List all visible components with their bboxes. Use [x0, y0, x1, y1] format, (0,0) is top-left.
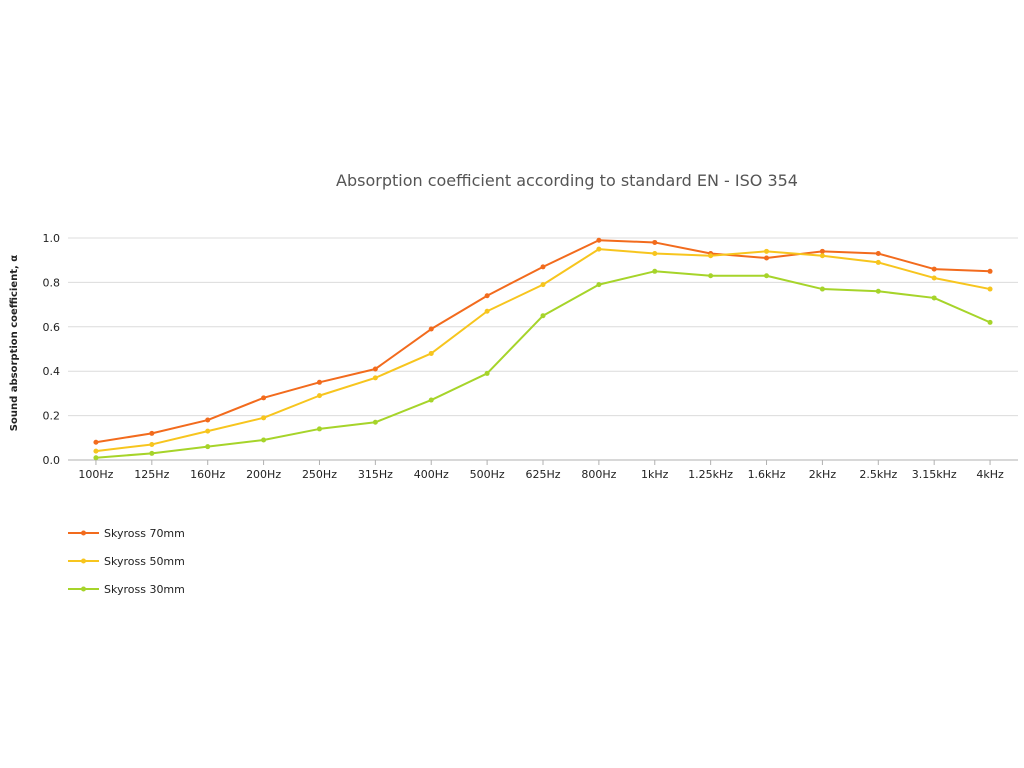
data-point[interactable]	[261, 437, 267, 443]
series-lines	[93, 237, 993, 461]
data-point[interactable]	[484, 308, 490, 314]
grid	[68, 237, 1018, 417]
data-point[interactable]	[372, 419, 378, 425]
legend-marker	[81, 558, 86, 564]
series-line-skyross-70mm[interactable]	[95, 239, 991, 444]
x-tick-label: 2.5kHz	[859, 468, 897, 481]
data-point[interactable]	[987, 319, 993, 325]
data-point[interactable]	[540, 313, 546, 319]
legend-label: Skyross 50mm	[104, 555, 185, 568]
legend-item-skyross-50mm[interactable]: Skyross 50mm	[68, 555, 185, 568]
data-point[interactable]	[596, 282, 602, 288]
data-point[interactable]	[205, 428, 211, 434]
data-point[interactable]	[428, 350, 434, 356]
data-point[interactable]	[205, 444, 211, 450]
data-point[interactable]	[819, 286, 825, 292]
y-axis-label: Sound absorption coefficient, α	[9, 255, 20, 431]
data-point[interactable]	[819, 248, 825, 254]
series-skyross-70mm[interactable]	[93, 237, 993, 445]
x-tick-label: 250Hz	[302, 468, 337, 481]
series-line-skyross-50mm[interactable]	[95, 248, 991, 453]
legend[interactable]: Skyross 70mm Skyross 50mm Skyross 30mm	[68, 527, 185, 596]
data-point[interactable]	[93, 439, 99, 445]
legend-label: Skyross 70mm	[104, 527, 185, 540]
y-tick-label: 0.0	[43, 454, 61, 467]
data-point[interactable]	[708, 273, 714, 279]
data-point[interactable]	[596, 246, 602, 252]
legend-marker	[81, 530, 86, 536]
x-tick-label: 200Hz	[246, 468, 281, 481]
x-tick-label: 125Hz	[134, 468, 169, 481]
legend-item-skyross-70mm[interactable]: Skyross 70mm	[68, 527, 185, 540]
data-point[interactable]	[540, 264, 546, 270]
axes: 0.0 0.2 0.4 0.6 0.8 1.0 100Hz 125Hz 160Hz 200Hz 25…	[43, 232, 1018, 481]
data-point[interactable]	[261, 415, 267, 421]
series-line-skyross-30mm[interactable]	[95, 270, 991, 459]
y-tick-label: 0.8	[43, 276, 61, 289]
legend-marker	[81, 586, 86, 592]
y-tick-label: 1.0	[43, 232, 61, 245]
data-point[interactable]	[652, 251, 658, 257]
x-tick-label: 160Hz	[190, 468, 225, 481]
x-tick-label: 500Hz	[470, 468, 505, 481]
data-point[interactable]	[93, 448, 99, 454]
y-tick-label: 0.2	[43, 410, 61, 423]
y-tick-label: 0.4	[43, 365, 61, 378]
data-point[interactable]	[149, 450, 155, 456]
data-point[interactable]	[764, 248, 770, 254]
x-tick-label: 315Hz	[358, 468, 393, 481]
data-point[interactable]	[987, 268, 993, 274]
x-tick-label: 2kHz	[809, 468, 837, 481]
data-point[interactable]	[261, 395, 267, 401]
x-tick-label: 1.6kHz	[748, 468, 786, 481]
data-point[interactable]	[149, 430, 155, 436]
x-tick-label: 1kHz	[641, 468, 669, 481]
y-tick-label: 0.6	[43, 321, 61, 334]
data-point[interactable]	[205, 417, 211, 423]
data-point[interactable]	[652, 239, 658, 245]
x-tick-label: 800Hz	[581, 468, 616, 481]
legend-item-skyross-30mm[interactable]: Skyross 30mm	[68, 583, 185, 596]
x-tick-label: 3.15kHz	[912, 468, 957, 481]
chart-title: Absorption coefficient according to stan…	[336, 171, 798, 190]
data-point[interactable]	[875, 259, 881, 265]
x-tick-label: 625Hz	[525, 468, 560, 481]
data-point[interactable]	[316, 379, 322, 385]
data-point[interactable]	[93, 455, 99, 461]
x-tick-label: 4kHz	[976, 468, 1004, 481]
legend-label: Skyross 30mm	[104, 583, 185, 596]
data-point[interactable]	[652, 268, 658, 274]
data-point[interactable]	[764, 255, 770, 261]
data-point[interactable]	[428, 326, 434, 332]
data-point[interactable]	[149, 441, 155, 447]
data-point[interactable]	[875, 288, 881, 294]
data-point[interactable]	[540, 282, 546, 288]
data-point[interactable]	[708, 253, 714, 259]
data-point[interactable]	[596, 237, 602, 243]
data-point[interactable]	[931, 266, 937, 272]
data-point[interactable]	[819, 253, 825, 259]
data-point[interactable]	[764, 273, 770, 279]
data-point[interactable]	[484, 370, 490, 376]
data-point[interactable]	[931, 295, 937, 301]
data-point[interactable]	[484, 293, 490, 299]
data-point[interactable]	[931, 275, 937, 281]
x-tick-label: 100Hz	[78, 468, 113, 481]
data-point[interactable]	[875, 251, 881, 257]
x-tick-label: 1.25kHz	[688, 468, 733, 481]
data-point[interactable]	[987, 286, 993, 292]
data-point[interactable]	[428, 397, 434, 403]
x-tick-label: 400Hz	[414, 468, 449, 481]
data-point[interactable]	[372, 366, 378, 372]
series-skyross-50mm[interactable]	[93, 246, 993, 454]
data-point[interactable]	[372, 375, 378, 381]
series-skyross-30mm[interactable]	[93, 268, 993, 461]
data-point[interactable]	[316, 393, 322, 399]
data-point[interactable]	[316, 426, 322, 432]
